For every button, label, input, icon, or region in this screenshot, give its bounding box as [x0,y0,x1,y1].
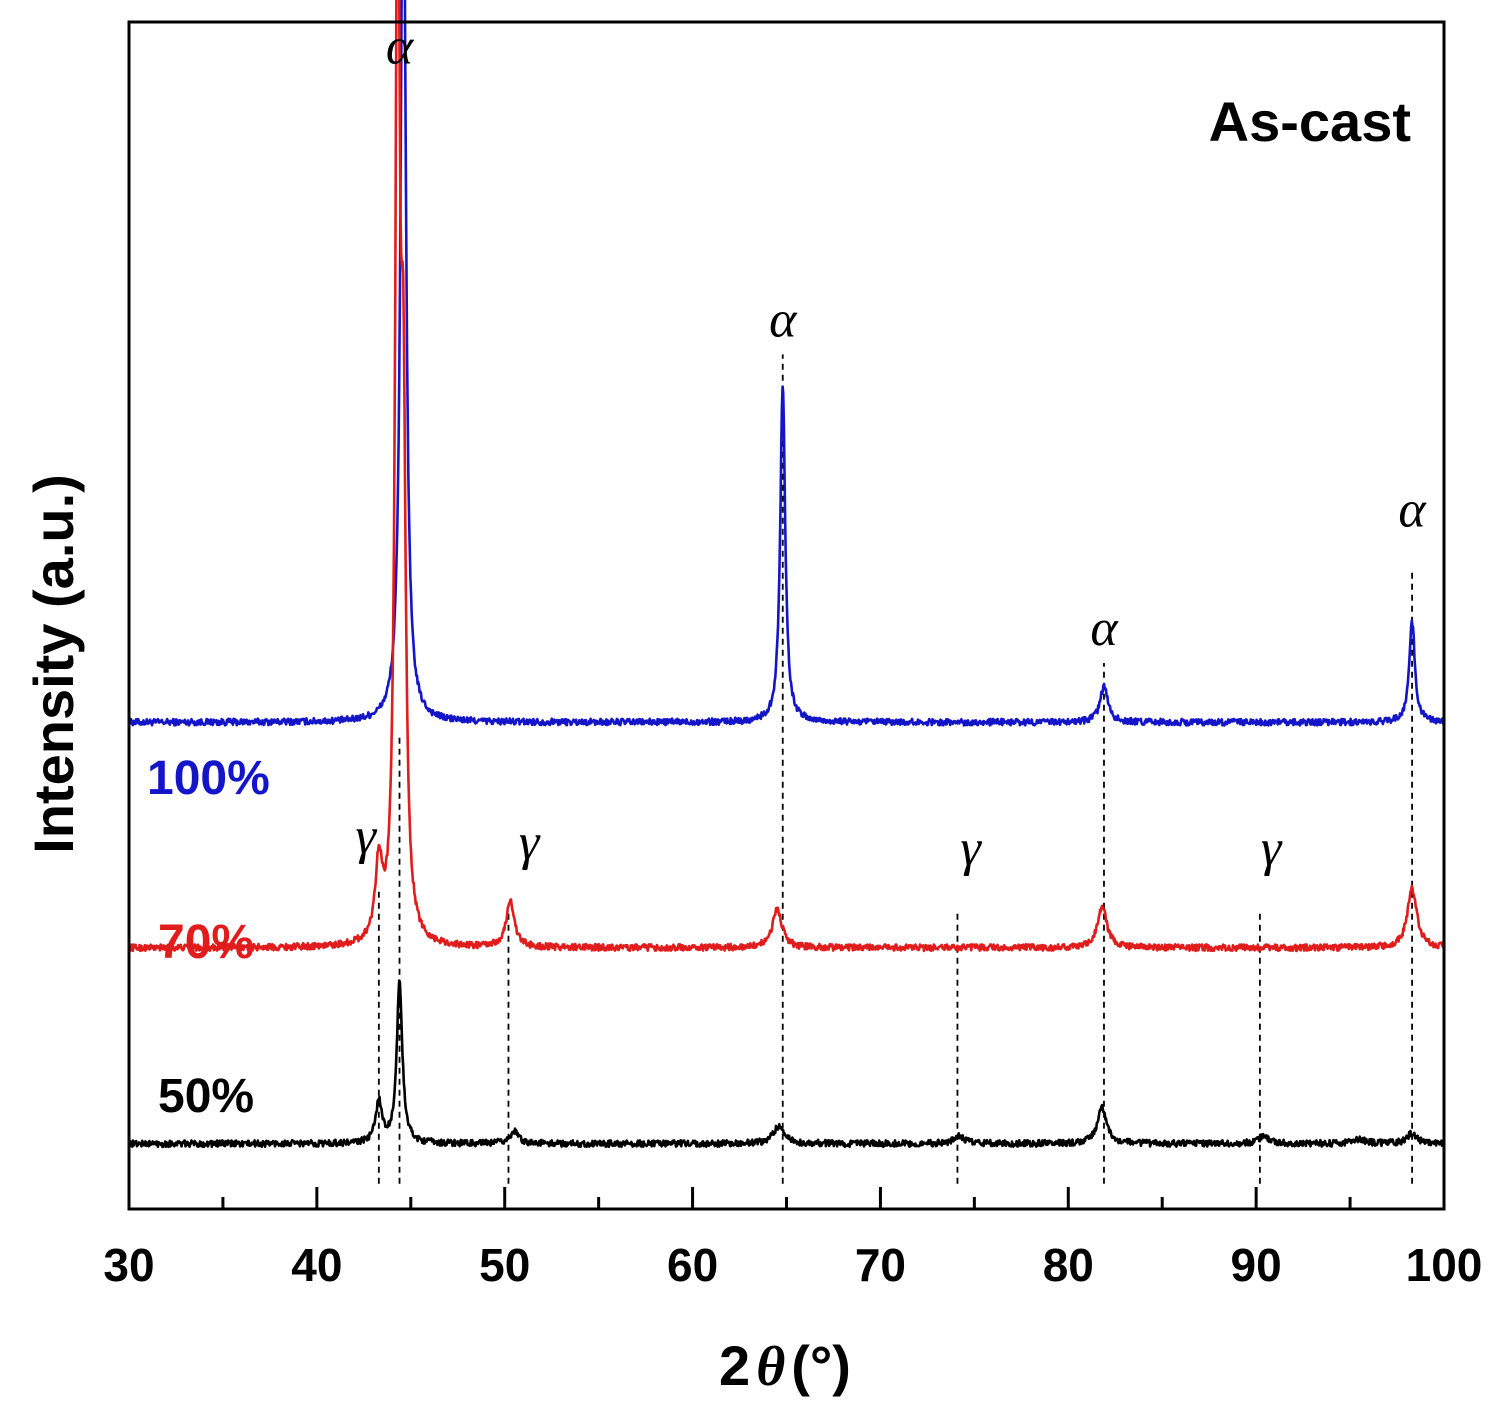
annotation-as-cast: As-cast [1209,90,1411,153]
series-label-100: 100% [147,752,270,805]
x-tick-label: 60 [667,1239,718,1291]
series-line-70 [127,0,1446,953]
x-tick-label: 70 [855,1239,906,1291]
series-line-100 [127,0,1445,727]
x-tick-label: 80 [1043,1239,1094,1291]
x-tick-label: 100 [1406,1239,1483,1291]
y-axis-title: Intensity (a.u.) [22,474,85,854]
phase-label-gamma: γ [960,820,982,877]
x-tick-label: 30 [103,1239,154,1291]
series-label-70: 70% [158,916,254,969]
x-axis-title-suffix: (°) [791,1334,851,1397]
phase-label-gamma: γ [355,808,377,865]
phase-label-alpha: α [769,292,798,349]
x-axis-ticks [127,1187,1446,1209]
phase-label-alpha: α [386,19,415,76]
series-layer [127,0,1446,1149]
phase-label-alpha: α [1398,481,1427,538]
series-line-50 [127,979,1446,1149]
reference-lines [377,354,1413,1184]
phase-labels: α α α α γ γ γ γ [355,19,1427,877]
phase-label-gamma: γ [519,814,541,871]
phase-label-alpha: α [1090,600,1119,657]
x-tick-label: 90 [1231,1239,1282,1291]
series-label-50: 50% [158,1070,254,1123]
x-axis-title-prefix: 2 [719,1334,750,1397]
x-tick-label: 50 [479,1239,530,1291]
x-tick-label: 40 [291,1239,342,1291]
x-axis-title: 2 θ (°) [719,1334,851,1398]
phase-label-gamma: γ [1261,820,1283,877]
x-axis-tick-labels: 30 40 50 60 70 80 90 100 [103,1239,1482,1291]
x-axis-title-symbol: θ [756,1336,785,1398]
